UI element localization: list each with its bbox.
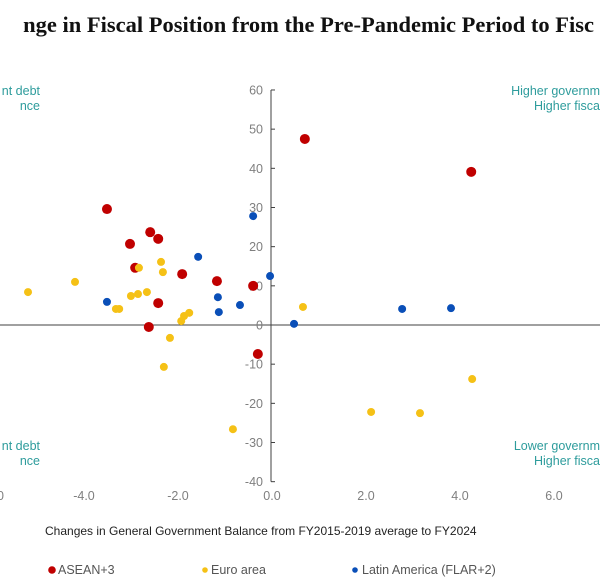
data-point [248,280,259,291]
x-axis-ticks: 0 -4.0 -2.0 0.0 2.0 4.0 6.0 [0,489,563,503]
data-point [177,269,188,280]
x-tick-label: -4.0 [73,489,95,503]
data-points [24,133,477,434]
data-point [134,263,143,272]
data-point [158,268,167,277]
data-point [211,276,222,287]
y-tick-label: -20 [245,397,263,411]
quadrant-label-top-right: Higher governm [511,84,600,98]
quadrant-label-top-left: nce [20,99,40,113]
legend-marker-latin-america [352,567,358,573]
data-point [101,204,112,215]
data-point [126,292,135,301]
series-euro-area [24,257,477,434]
data-point [298,302,307,311]
x-tick-label: 2.0 [357,489,374,503]
legend-marker-euro-area [202,567,208,573]
data-point [249,212,258,221]
x-tick-label: 0.0 [263,489,280,503]
data-point [466,166,477,177]
data-point [159,362,168,371]
data-point [157,257,166,266]
y-tick-label: 40 [249,162,263,176]
quadrant-label-bottom-left: nt debt [2,439,41,453]
data-point [185,308,194,317]
y-tick-label: 0 [256,319,263,333]
data-point [153,233,164,244]
data-point [468,375,477,384]
data-point [398,304,407,313]
data-point [145,227,156,238]
data-point [24,288,33,297]
y-tick-label: 50 [249,123,263,137]
data-point [214,308,223,317]
data-point [142,288,151,297]
legend-label-euro-area: Euro area [211,563,266,577]
quadrant-label-top-left: nt debt [2,84,41,98]
y-tick-label: 30 [249,201,263,215]
data-point [235,301,244,310]
data-point [228,425,237,434]
legend-label-latin-america: Latin America (FLAR+2) [362,563,496,577]
y-axis-ticks: 6050403020100-10-20-30-40 [245,83,275,489]
x-axis-label: Changes in General Government Balance fr… [45,524,477,538]
series-latin-america-flar-2 [102,212,456,328]
quadrant-label-bottom-right: Higher fisca [534,454,600,468]
y-tick-label: -40 [245,475,263,489]
legend-marker-asean [48,566,56,574]
legend: ASEAN+3 Euro area Latin America (FLAR+2) [48,563,496,577]
data-point [194,252,203,261]
data-point [153,298,164,309]
quadrant-label-bottom-left: nce [20,454,40,468]
data-point [447,304,456,313]
legend-item-latin-america[interactable]: Latin America (FLAR+2) [352,563,496,577]
x-tick-label: 4.0 [451,489,468,503]
data-point [71,277,80,286]
quadrant-label-bottom-right: Lower governm [514,439,600,453]
axes [0,89,600,482]
y-tick-label: 20 [249,240,263,254]
data-point [299,133,310,144]
data-point [133,290,142,299]
data-point [125,238,135,249]
x-tick-label: -2.0 [167,489,189,503]
x-tick-label: 6.0 [545,489,562,503]
chart-title: nge in Fiscal Position from the Pre-Pand… [23,12,595,37]
legend-item-asean[interactable]: ASEAN+3 [48,563,115,577]
data-point [252,348,263,359]
legend-label-asean: ASEAN+3 [58,563,115,577]
data-point [115,304,124,313]
data-point [143,321,154,332]
y-tick-label: -10 [245,358,263,372]
data-point [367,407,376,416]
x-tick-label: 0 [0,489,4,503]
legend-item-euro-area[interactable]: Euro area [202,563,266,577]
y-tick-label: 60 [249,83,263,97]
data-point [290,319,299,328]
series-asean-3 [101,133,477,359]
data-point [165,333,174,342]
data-point [102,297,111,306]
data-point [266,272,275,281]
data-point [415,409,424,418]
data-point [213,293,222,302]
y-tick-label: -30 [245,436,263,450]
quadrant-label-top-right: Higher fisca [534,99,600,113]
